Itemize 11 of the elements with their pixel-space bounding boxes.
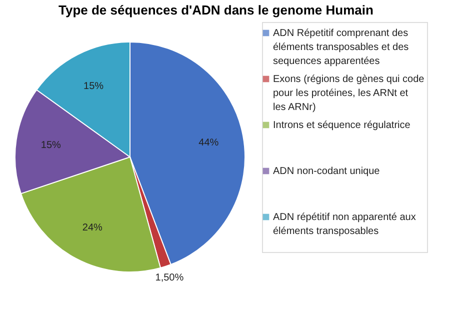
data-label: 15% [84, 80, 104, 92]
legend-label: ADN non-codant unique [273, 166, 380, 177]
legend-label: Exons (régions de gènes qui code pour les protéines, les ARNt et les ARNr) [273, 74, 425, 113]
data-label: 44% [198, 138, 219, 149]
legend-label: ADN répétitif non apparenté aux éléments transposables [273, 212, 416, 237]
data-label: 1,50% [155, 272, 184, 284]
data-label: 15% [40, 140, 62, 152]
legend-label: ADN Répetitif comprenant des éléments transposables et des sequences apparentées [273, 28, 409, 67]
data-label: 24% [82, 222, 103, 234]
legend-label: Introns et séquence régulatrice [273, 120, 411, 131]
chart-title: Type de séquences d'ADN dans le genome Humain [58, 2, 374, 18]
